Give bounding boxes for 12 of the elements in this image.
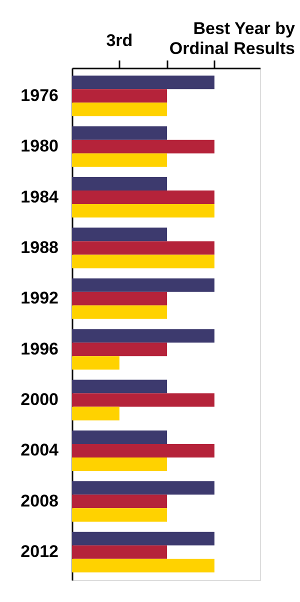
y-tick-label: 1988 — [20, 238, 58, 257]
y-tick-label: 2012 — [20, 542, 58, 562]
text: 3rd — [106, 31, 133, 50]
y-tick-label: 2000 — [20, 390, 58, 410]
y-tick-label: 1996 — [20, 339, 58, 358]
y-tick-label: 1992 — [20, 288, 58, 308]
chart-title: Best Year by Ordinal Results — [169, 19, 296, 58]
y-tick-label: 1976 — [20, 86, 58, 105]
y-tick-label: 1984 — [20, 187, 60, 206]
y-tick-label: 1980 — [20, 136, 58, 156]
y-tick-label: 2004 — [20, 440, 60, 460]
y-tick-label: 2008 — [20, 491, 58, 510]
